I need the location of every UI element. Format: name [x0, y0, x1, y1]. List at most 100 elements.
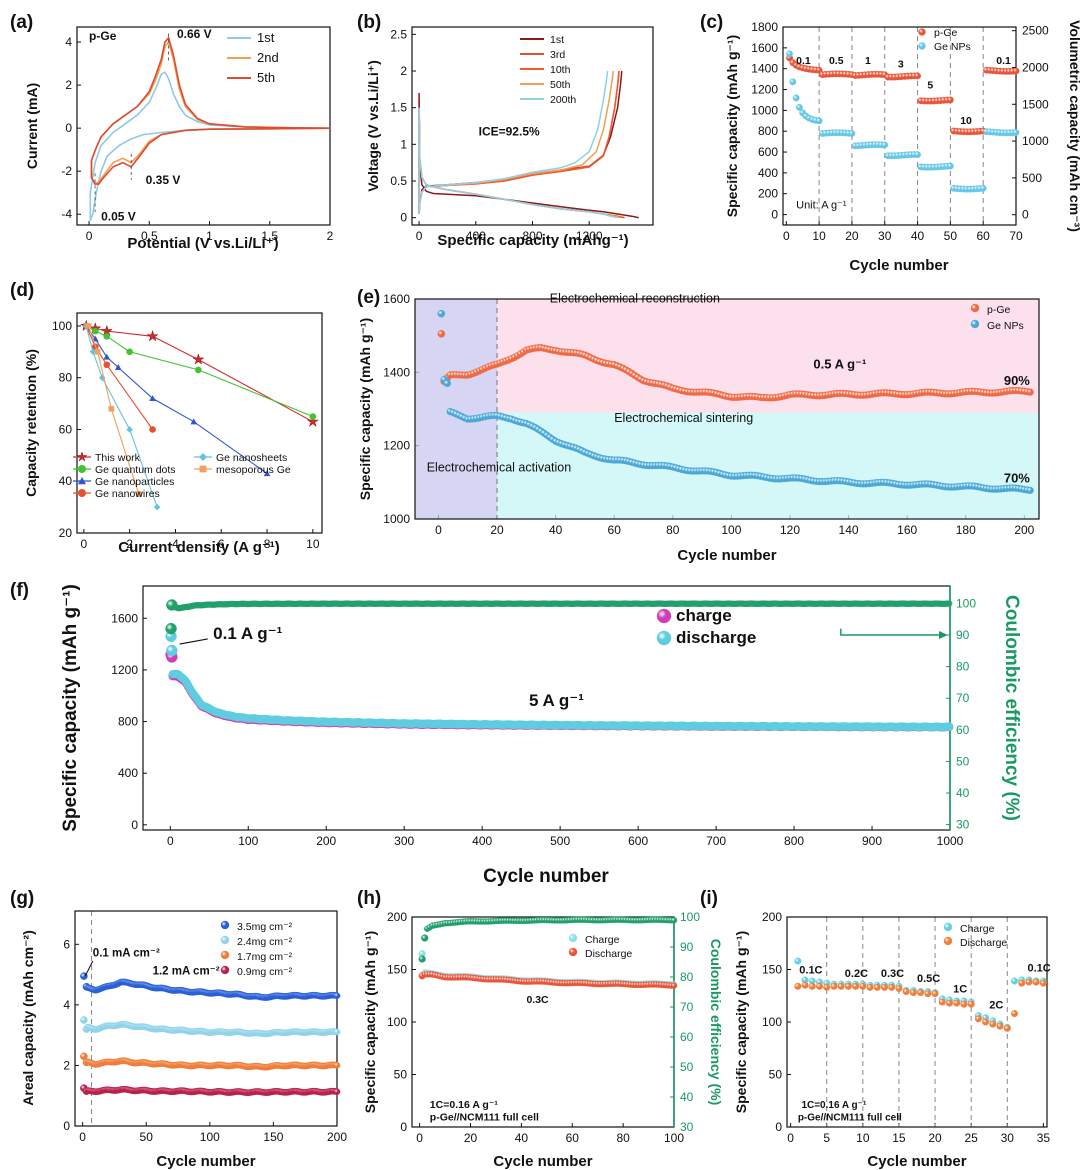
- data-marker: [192, 353, 205, 365]
- y-axis-title-i: Specific capacity (mAh g⁻¹): [733, 931, 749, 1113]
- series-Coulombic-efficiency: [418, 916, 678, 963]
- y-tick-label-f: 400: [118, 766, 138, 780]
- y-tick-label-g: 0: [63, 1119, 70, 1133]
- plot-frame-e: [414, 298, 1040, 520]
- rate-label: 0.5C: [917, 973, 940, 985]
- legend-a: 1st 2nd 5th: [227, 30, 279, 85]
- legend-swatch: [918, 42, 926, 50]
- panel-label-d: (d): [10, 280, 34, 301]
- y-tick-label-d: 20: [59, 526, 73, 540]
- annotation: 1C=0.16 A g⁻¹: [801, 1100, 867, 1111]
- x-tick-label-f: 900: [862, 834, 882, 848]
- x-axis-title-g: Cycle number: [156, 1153, 255, 1170]
- legend-label: Charge: [960, 923, 995, 935]
- data-marker: [76, 451, 88, 462]
- y-tick-label-b: 2: [400, 64, 407, 78]
- chart-f: (f) 0 100 200 300 400 500 600 700 800 900 1000 0 400 8…: [10, 580, 1022, 887]
- series-1.7mg cm⁻²: [80, 1052, 341, 1071]
- y-right-tick-label-c: 1500: [1022, 97, 1049, 111]
- data-marker: [103, 332, 111, 340]
- x-tick-label-c: 20: [845, 229, 859, 243]
- y-tick-label-i: 200: [762, 910, 782, 924]
- series-discharge: [165, 630, 954, 732]
- x-tick-label-f: 200: [316, 834, 336, 848]
- legend-swatch: [220, 950, 230, 960]
- legend-g: 3.5mg cm⁻² 2.4mg cm⁻² 1.7mg cm⁻² 0.9mg cm⁻²: [220, 920, 293, 978]
- data-point: [816, 982, 824, 990]
- data-marker: [136, 491, 142, 497]
- legend-label: Discharge: [585, 948, 632, 960]
- y-tick-label-b: 2.5: [390, 27, 407, 41]
- annotation: p-Ge//NCM111 full cell: [798, 1113, 902, 1124]
- annotation: 0.05 V: [101, 210, 136, 224]
- data-point: [881, 141, 889, 149]
- y-tick-label-e: 1600: [383, 292, 410, 306]
- x-axis-title-a: Potential (V vs.Li/Li⁺): [127, 235, 278, 252]
- x-tick-label-i: 0: [787, 1131, 794, 1145]
- x-tick-label-f: 0: [167, 834, 174, 848]
- legend-label: Ge nanowires: [95, 488, 160, 500]
- y-right-tick-label-h: 90: [680, 940, 694, 954]
- series-p-Ge: [786, 54, 1020, 136]
- data-point: [967, 1000, 975, 1008]
- data-point: [946, 999, 954, 1007]
- legend-label: mesoporous Ge: [216, 464, 291, 476]
- y-tick-label-d: 40: [59, 474, 73, 488]
- data-point: [859, 982, 867, 990]
- legend-label: 1st: [550, 34, 564, 46]
- legend-label: p-Ge: [987, 304, 1011, 316]
- x-tick-label-e: 20: [490, 523, 504, 537]
- plot-frame-a: [76, 26, 331, 226]
- x-tick-label-e: 180: [956, 523, 976, 537]
- annotation: 5 A g⁻¹: [529, 691, 584, 710]
- y-right-tick-label-f: 40: [956, 786, 970, 800]
- annotation: p-Ge: [89, 29, 117, 43]
- y-tick-label-i: 100: [762, 1015, 782, 1029]
- data-marker: [126, 348, 133, 356]
- y-right-axis-title-h: Coulombic efficiency (%): [708, 939, 724, 1105]
- data-point: [437, 330, 446, 338]
- x-tick-label-h: 0: [416, 1131, 423, 1145]
- data-point: [786, 50, 793, 58]
- panel-label-c: (c): [700, 12, 723, 33]
- region-2: [497, 412, 1039, 519]
- y-tick-label-g: 2: [63, 1058, 70, 1072]
- y-right-tick-label-f: 70: [956, 691, 970, 705]
- data-point: [888, 983, 896, 991]
- data-marker: [306, 415, 320, 428]
- x-tick-label-d: 6: [218, 537, 225, 551]
- data-marker: [149, 395, 156, 402]
- x-tick-label-e: 140: [839, 523, 859, 537]
- plot-frame-i: [786, 916, 1048, 1128]
- legend-swatch: [220, 965, 230, 975]
- x-tick-label-b: 0: [416, 229, 423, 243]
- series-2.4mg cm⁻²: [80, 1016, 341, 1038]
- panel-label-h: (h): [357, 888, 381, 909]
- legend-label: 2nd: [257, 50, 279, 65]
- y-axis-title-e: Specific capacity (mAh g⁻¹): [357, 318, 373, 500]
- y-tick-label-i: 50: [769, 1068, 783, 1082]
- arrow-head-icon: [939, 631, 948, 640]
- data-point: [80, 1016, 88, 1024]
- region-label: Electrochemical activation: [427, 460, 572, 474]
- legend-label: 0.9mg cm⁻²: [237, 966, 293, 978]
- y-axis-title-h: Specific capacity (mAh g⁻¹): [362, 931, 378, 1113]
- legend-label: 5th: [257, 70, 275, 85]
- data-marker: [263, 470, 271, 477]
- data-point: [792, 94, 800, 102]
- data-point: [953, 999, 961, 1007]
- series-line-1st: [418, 70, 639, 219]
- x-tick-label-f: 300: [394, 834, 414, 848]
- data-marker: [153, 503, 161, 511]
- legend-swatch: [943, 922, 953, 932]
- data-point: [852, 982, 860, 990]
- data-point: [801, 981, 809, 989]
- data-point: [873, 983, 881, 991]
- data-marker: [94, 349, 101, 355]
- series-Coulombic-efficiency: [165, 599, 953, 635]
- x-tick-label-b: 400: [466, 229, 486, 243]
- x-tick-label-a: 0.5: [141, 229, 158, 243]
- x-tick-label-c: 40: [911, 229, 925, 243]
- data-point: [996, 1022, 1004, 1030]
- x-tick-label-c: 60: [977, 229, 991, 243]
